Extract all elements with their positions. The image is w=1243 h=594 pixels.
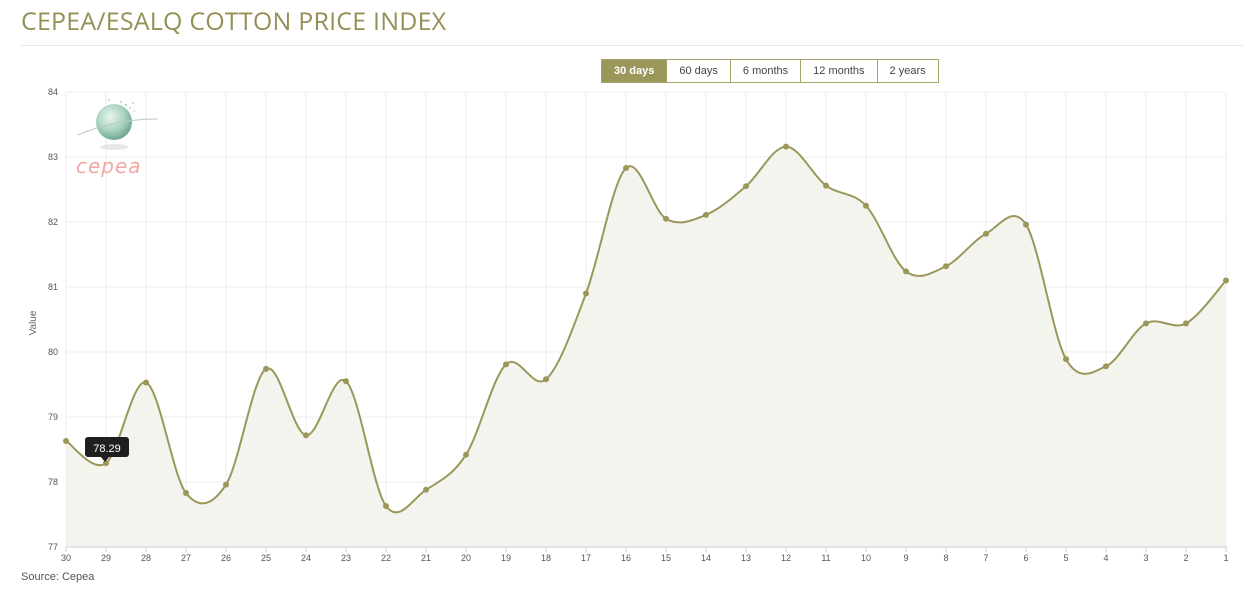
- y-tick-label: 81: [48, 282, 58, 292]
- x-tick-label: 23: [341, 553, 351, 563]
- x-axis-ticks: 30 29 28 27 26 25 24 23 22 21 20 19 18 17 16 15 14 13 12 11…: [61, 547, 1229, 563]
- value-tooltip: 78.29: [85, 437, 129, 462]
- series-area: [66, 146, 1226, 547]
- x-tick-label: 26: [221, 553, 231, 563]
- data-point[interactable]: [863, 202, 869, 209]
- x-tick-label: 16: [621, 553, 631, 563]
- tooltip-box: [85, 437, 129, 462]
- x-tick-label: 4: [1103, 553, 1108, 563]
- y-tick-label: 77: [48, 542, 58, 552]
- data-point[interactable]: [143, 379, 149, 386]
- y-tick-label: 82: [48, 217, 58, 227]
- x-tick-label: 25: [261, 553, 271, 563]
- data-point[interactable]: [943, 263, 949, 270]
- x-tick-label: 24: [301, 553, 311, 563]
- x-tick-label: 27: [181, 553, 191, 563]
- x-tick-label: 8: [943, 553, 948, 563]
- y-tick-label: 78: [48, 477, 58, 487]
- x-tick-label: 1: [1223, 553, 1228, 563]
- x-tick-label: 6: [1023, 553, 1028, 563]
- range-tab-2-years[interactable]: 2 years: [877, 59, 939, 83]
- x-tick-label: 29: [101, 553, 111, 563]
- range-selector: 30 days 60 days 6 months 12 months 2 yea…: [601, 59, 939, 83]
- cepea-logo: cepea: [74, 97, 164, 179]
- data-point[interactable]: [903, 268, 909, 275]
- range-tab-30-days[interactable]: 30 days: [601, 59, 668, 83]
- x-tick-label: 17: [581, 553, 591, 563]
- y-axis-label: Value: [28, 310, 39, 335]
- range-tab-12-months[interactable]: 12 months: [801, 59, 878, 83]
- x-tick-label: 28: [141, 553, 151, 563]
- data-point[interactable]: [383, 503, 389, 510]
- source-caption: Source: Cepea: [21, 571, 95, 583]
- y-axis-ticks: 77 78 79 80 81 82 83 84: [48, 87, 58, 552]
- data-point[interactable]: [703, 211, 709, 218]
- x-tick-label: 13: [741, 553, 751, 563]
- data-point[interactable]: [63, 438, 69, 445]
- y-tick-label: 83: [48, 152, 58, 162]
- data-point[interactable]: [423, 486, 429, 493]
- data-point[interactable]: [1023, 221, 1029, 228]
- range-tab-60-days[interactable]: 60 days: [667, 59, 731, 83]
- data-point[interactable]: [1103, 363, 1109, 370]
- data-point[interactable]: [1183, 320, 1189, 327]
- range-tab-6-months[interactable]: 6 months: [730, 59, 802, 83]
- data-point[interactable]: [103, 460, 109, 467]
- x-tick-label: 20: [461, 553, 471, 563]
- x-tick-label: 30: [61, 553, 71, 563]
- data-point[interactable]: [183, 490, 189, 497]
- data-point[interactable]: [303, 432, 309, 439]
- data-point[interactable]: [223, 481, 229, 488]
- x-tick-label: 14: [701, 553, 711, 563]
- data-point[interactable]: [743, 183, 749, 190]
- page-title: CEPEA/ESALQ COTTON PRICE INDEX: [21, 4, 447, 38]
- x-tick-label: 21: [421, 553, 431, 563]
- data-point[interactable]: [343, 378, 349, 385]
- data-point[interactable]: [823, 182, 829, 189]
- y-tick-label: 84: [48, 87, 58, 97]
- x-tick-label: 7: [983, 553, 988, 563]
- data-point[interactable]: [983, 230, 989, 237]
- x-tick-label: 3: [1143, 553, 1148, 563]
- data-point[interactable]: [503, 361, 509, 368]
- x-tick-label: 19: [501, 553, 511, 563]
- y-tick-label: 80: [48, 347, 58, 357]
- tooltip-value: 78.29: [93, 443, 121, 455]
- data-point[interactable]: [663, 215, 669, 222]
- x-tick-label: 18: [541, 553, 551, 563]
- x-tick-label: 2: [1183, 553, 1188, 563]
- data-point[interactable]: [543, 376, 549, 383]
- x-tick-label: 22: [381, 553, 391, 563]
- data-point[interactable]: [263, 365, 269, 372]
- data-point[interactable]: [1063, 356, 1069, 363]
- y-tick-label: 79: [48, 412, 58, 422]
- x-tick-label: 11: [821, 553, 830, 563]
- data-point[interactable]: [783, 143, 789, 150]
- x-tick-label: 5: [1063, 553, 1068, 563]
- title-divider: [21, 45, 1243, 46]
- data-point[interactable]: [583, 290, 589, 297]
- series-points: [63, 143, 1229, 510]
- data-point[interactable]: [1143, 320, 1149, 327]
- data-point[interactable]: [1223, 277, 1229, 284]
- data-point[interactable]: [623, 165, 629, 172]
- x-tick-label: 10: [861, 553, 871, 563]
- x-tick-label: 15: [661, 553, 671, 563]
- x-tick-label: 9: [903, 553, 908, 563]
- data-point[interactable]: [463, 451, 469, 458]
- logo-text: cepea: [76, 154, 142, 178]
- x-tick-label: 12: [781, 553, 791, 563]
